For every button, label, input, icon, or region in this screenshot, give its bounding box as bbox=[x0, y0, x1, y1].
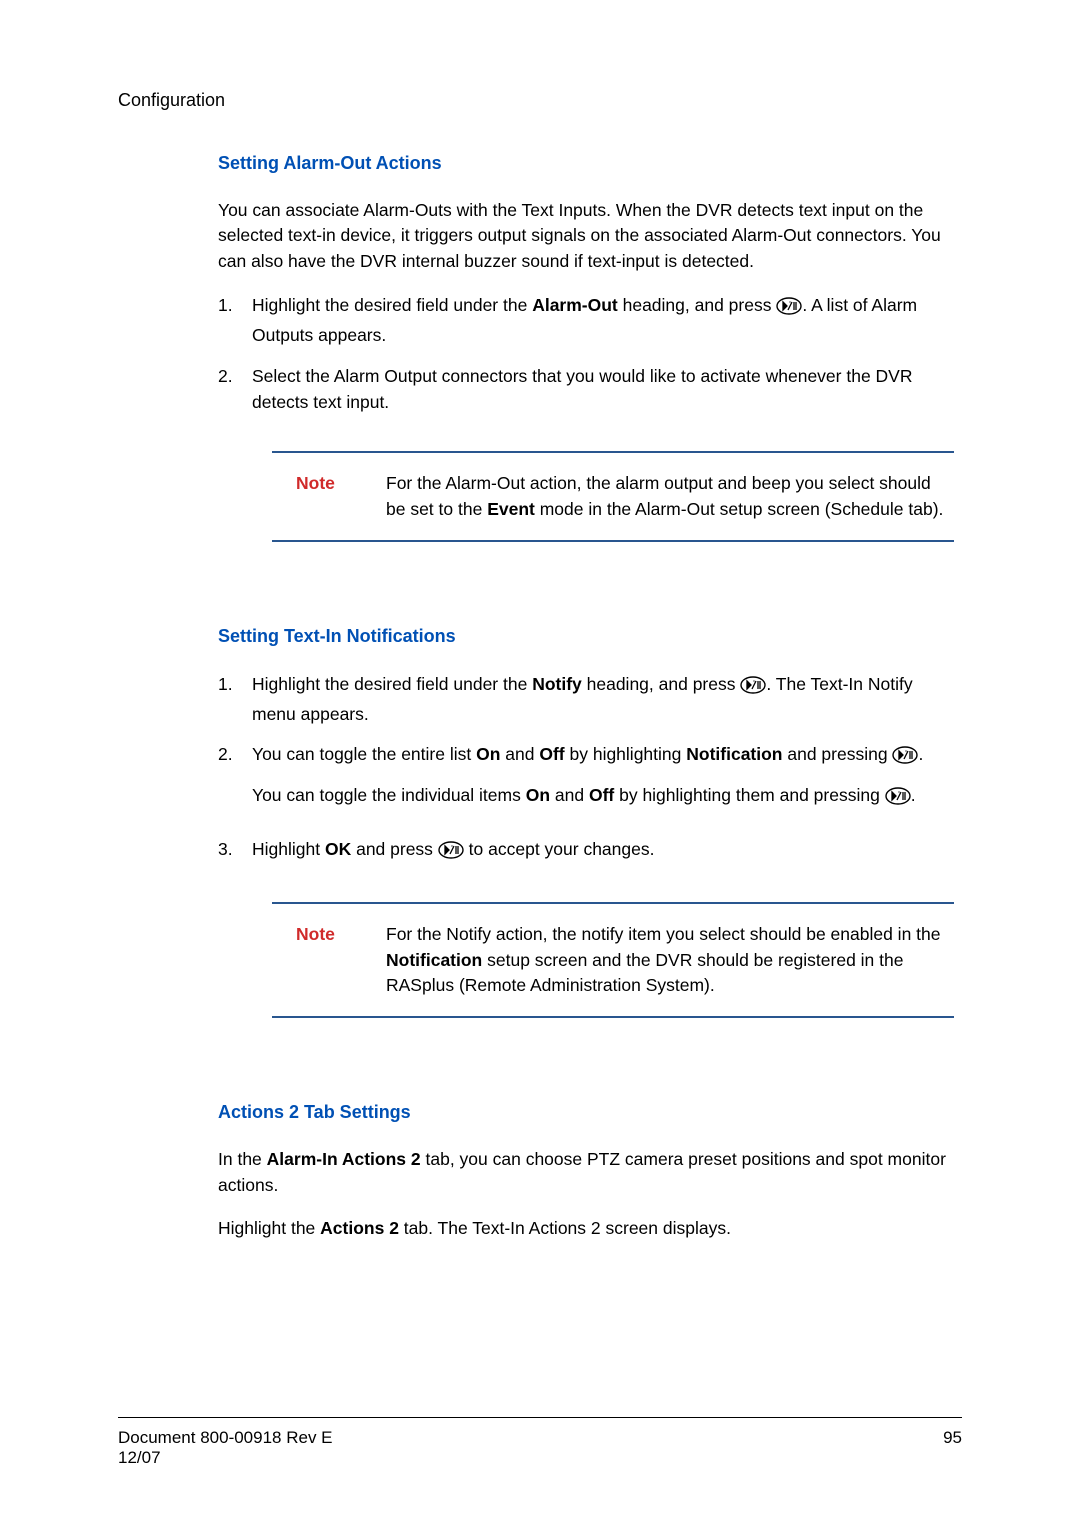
enter-icon bbox=[892, 745, 918, 771]
footer-left: Document 800-00918 Rev E 12/07 bbox=[118, 1428, 333, 1468]
page-header-section: Configuration bbox=[118, 90, 962, 111]
list-text: Highlight the desired field under the Al… bbox=[252, 292, 958, 349]
bold-text: On bbox=[476, 744, 500, 764]
footer-row: Document 800-00918 Rev E 12/07 95 bbox=[118, 1428, 962, 1468]
text-fragment: and press bbox=[351, 839, 438, 859]
note-block-text-in: Note For the Notify action, the notify i… bbox=[272, 902, 954, 1018]
note-rule-bottom bbox=[272, 540, 954, 542]
text-fragment: Highlight bbox=[252, 839, 325, 859]
enter-icon bbox=[776, 296, 802, 322]
note-text: For the Notify action, the notify item y… bbox=[386, 922, 954, 998]
note-body: Note For the Notify action, the notify i… bbox=[272, 904, 954, 1016]
note-label: Note bbox=[296, 471, 386, 522]
list-text-in: 1. Highlight the desired field under the… bbox=[218, 671, 958, 866]
enter-icon bbox=[885, 786, 911, 812]
page-footer: Document 800-00918 Rev E 12/07 95 bbox=[118, 1417, 962, 1468]
bold-text: Notification bbox=[686, 744, 782, 764]
doc-id: Document 800-00918 Rev E bbox=[118, 1428, 333, 1448]
list-number: 3. bbox=[218, 836, 252, 866]
text-fragment: tab. The Text-In Actions 2 screen displa… bbox=[399, 1218, 731, 1238]
bold-text: Notification bbox=[386, 950, 482, 970]
bold-text: Off bbox=[539, 744, 564, 764]
text-fragment: and pressing bbox=[783, 744, 893, 764]
note-label: Note bbox=[296, 922, 386, 998]
text-fragment: Highlight the desired field under the bbox=[252, 674, 532, 694]
list-item: 2. Select the Alarm Output connectors th… bbox=[218, 363, 958, 416]
list-item: 1. Highlight the desired field under the… bbox=[218, 671, 958, 728]
main-content: Setting Alarm-Out Actions You can associ… bbox=[218, 153, 958, 1241]
list-item: 1. Highlight the desired field under the… bbox=[218, 292, 958, 349]
footer-rule bbox=[118, 1417, 962, 1418]
note-block-alarm-out: Note For the Alarm-Out action, the alarm… bbox=[272, 451, 954, 542]
text-fragment: . bbox=[911, 785, 916, 805]
enter-icon bbox=[438, 840, 464, 866]
list-alarm-out: 1. Highlight the desired field under the… bbox=[218, 292, 958, 415]
note-text: For the Alarm-Out action, the alarm outp… bbox=[386, 471, 954, 522]
text-fragment: and bbox=[500, 744, 539, 764]
bold-text: Notify bbox=[532, 674, 582, 694]
text-fragment: Highlight the desired field under the bbox=[252, 295, 532, 315]
bold-text: Event bbox=[487, 499, 535, 519]
heading-alarm-out: Setting Alarm-Out Actions bbox=[218, 153, 958, 174]
text-fragment: You can toggle the individual items bbox=[252, 785, 526, 805]
bold-text: Off bbox=[589, 785, 614, 805]
bold-text: Actions 2 bbox=[320, 1218, 399, 1238]
text-fragment: mode in the Alarm-Out setup screen (Sche… bbox=[535, 499, 944, 519]
section-label: Configuration bbox=[118, 90, 225, 110]
para-actions2-2: Highlight the Actions 2 tab. The Text-In… bbox=[218, 1216, 958, 1241]
list-text: Highlight the desired field under the No… bbox=[252, 671, 958, 728]
text-fragment: In the bbox=[218, 1149, 267, 1169]
page-number: 95 bbox=[943, 1428, 962, 1468]
text-fragment: . bbox=[918, 744, 923, 764]
note-body: Note For the Alarm-Out action, the alarm… bbox=[272, 453, 954, 540]
enter-icon bbox=[740, 675, 766, 701]
list-number: 1. bbox=[218, 671, 252, 728]
list-text: Highlight OK and press to accept your ch… bbox=[252, 836, 958, 866]
heading-actions2: Actions 2 Tab Settings bbox=[218, 1102, 958, 1123]
list-text: You can toggle the entire list On and Of… bbox=[252, 741, 958, 822]
list-item: 3. Highlight OK and press to accept your… bbox=[218, 836, 958, 866]
text-fragment: to accept your changes. bbox=[464, 839, 655, 859]
text-fragment: by highlighting bbox=[565, 744, 687, 764]
text-fragment: heading, and press bbox=[618, 295, 777, 315]
list-number: 1. bbox=[218, 292, 252, 349]
intro-alarm-out: You can associate Alarm-Outs with the Te… bbox=[218, 198, 958, 274]
list-item: 2. You can toggle the entire list On and… bbox=[218, 741, 958, 822]
text-fragment: Highlight the bbox=[218, 1218, 320, 1238]
bold-text: Alarm-In Actions 2 bbox=[267, 1149, 421, 1169]
note-rule-bottom bbox=[272, 1016, 954, 1018]
list-number: 2. bbox=[218, 741, 252, 822]
text-fragment: For the Notify action, the notify item y… bbox=[386, 924, 941, 944]
list-number: 2. bbox=[218, 363, 252, 416]
bold-text: Alarm-Out bbox=[532, 295, 618, 315]
text-fragment: heading, and press bbox=[582, 674, 741, 694]
text-fragment: and bbox=[550, 785, 589, 805]
doc-date: 12/07 bbox=[118, 1448, 333, 1468]
bold-text: OK bbox=[325, 839, 351, 859]
text-fragment: by highlighting them and pressing bbox=[614, 785, 884, 805]
list-text: Select the Alarm Output connectors that … bbox=[252, 363, 958, 416]
bold-text: On bbox=[526, 785, 550, 805]
para-actions2-1: In the Alarm-In Actions 2 tab, you can c… bbox=[218, 1147, 958, 1198]
heading-text-in: Setting Text-In Notifications bbox=[218, 626, 958, 647]
text-fragment: You can toggle the entire list bbox=[252, 744, 476, 764]
